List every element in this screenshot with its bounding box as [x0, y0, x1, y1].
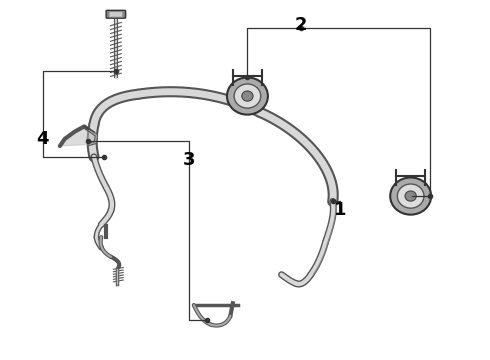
FancyBboxPatch shape — [109, 12, 122, 17]
Ellipse shape — [227, 77, 268, 114]
Ellipse shape — [405, 191, 416, 201]
Ellipse shape — [390, 177, 431, 215]
Ellipse shape — [234, 84, 261, 108]
Text: 2: 2 — [295, 15, 307, 33]
Ellipse shape — [397, 184, 424, 208]
Ellipse shape — [242, 91, 253, 101]
FancyBboxPatch shape — [106, 10, 125, 18]
Text: 1: 1 — [334, 201, 346, 219]
Text: 3: 3 — [183, 151, 195, 169]
Polygon shape — [60, 126, 97, 146]
Text: 4: 4 — [37, 130, 49, 148]
